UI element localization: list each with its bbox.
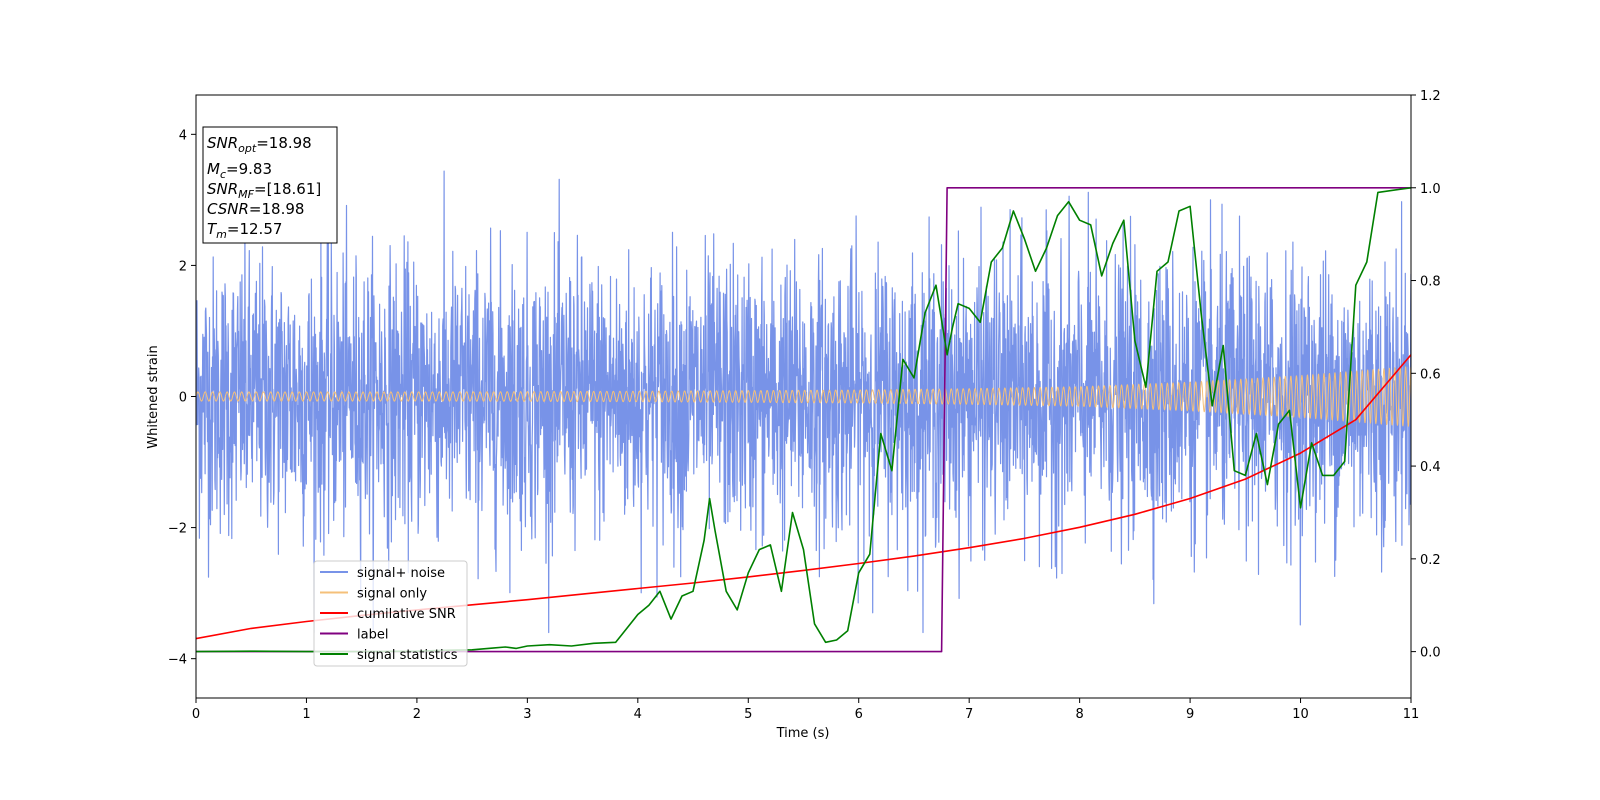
- x-axis: 0 1 2 3 4 5 6 7 8 9 10 11: [192, 698, 1419, 722]
- x-tick-label: 1: [302, 707, 310, 722]
- x-axis-label: Time (s): [776, 726, 830, 741]
- y-axis-right: 0.0 0.2 0.4 0.6 0.8 1.0 1.2: [1411, 89, 1441, 661]
- info-line: SNRopt=18.98: [207, 134, 312, 155]
- y2-tick-label: 0.6: [1420, 367, 1441, 382]
- series-line-0: [196, 170, 1411, 634]
- y-axis-label: Whitened strain: [146, 345, 161, 448]
- y2-tick-label: 0.4: [1420, 460, 1441, 475]
- legend-entry: signal only: [357, 587, 427, 602]
- info-line: Tm=12.57: [207, 220, 282, 241]
- legend-entry: label: [357, 628, 388, 643]
- x-tick-label: 3: [523, 707, 531, 722]
- y2-tick-label: 1.0: [1420, 182, 1441, 197]
- x-tick-label: 10: [1292, 707, 1309, 722]
- info-box: SNRopt=18.98 Mc=9.83SNRMF=[18.61]CSNR=18.…: [202, 126, 338, 244]
- series-line-3: [196, 187, 1411, 653]
- info-line: SNRMF=[18.61]: [207, 180, 321, 201]
- series-line-4: [196, 187, 1411, 653]
- legend-entry: cumilative SNR: [357, 607, 456, 622]
- y2-tick-label: 0.8: [1420, 275, 1441, 290]
- y-tick-label: 0: [179, 391, 187, 406]
- x-tick-label: 8: [1075, 707, 1083, 722]
- x-tick-label: 4: [634, 707, 642, 722]
- y-tick-label: 4: [179, 128, 187, 143]
- x-tick-label: 7: [965, 707, 973, 722]
- y-tick-label: −4: [168, 653, 187, 668]
- x-tick-label: 0: [192, 707, 200, 722]
- info-box-frame: [202, 126, 338, 244]
- x-tick-label: 11: [1403, 707, 1420, 722]
- legend-entry: signal statistics: [357, 648, 458, 663]
- legend: signal+ noise signal only cumilative SNR la…: [313, 560, 468, 667]
- info-line: Mc=9.83: [207, 160, 272, 181]
- y-tick-label: −2: [168, 522, 187, 537]
- y-axis-left: −4 −2 0 2 4: [168, 128, 196, 668]
- x-tick-label: 9: [1186, 707, 1194, 722]
- info-line: CSNR=18.98: [207, 200, 304, 218]
- x-tick-label: 6: [855, 707, 863, 722]
- series-line-1: [196, 366, 1411, 427]
- y2-tick-label: 1.2: [1420, 89, 1441, 104]
- y2-tick-label: 0.2: [1420, 553, 1441, 568]
- legend-frame: [313, 560, 468, 667]
- y2-tick-label: 0.0: [1420, 646, 1441, 661]
- x-tick-label: 5: [744, 707, 752, 722]
- y-tick-label: 2: [179, 259, 187, 274]
- x-tick-label: 2: [413, 707, 421, 722]
- legend-entry: signal+ noise: [357, 566, 445, 581]
